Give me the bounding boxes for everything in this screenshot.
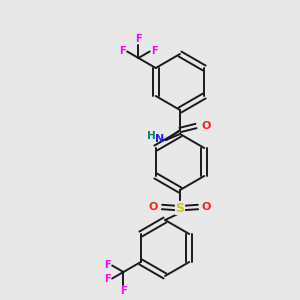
Text: F: F xyxy=(135,34,142,44)
Text: F: F xyxy=(151,46,157,56)
Text: O: O xyxy=(202,202,211,212)
Text: F: F xyxy=(104,274,111,284)
Text: F: F xyxy=(119,46,126,56)
Text: F: F xyxy=(120,286,127,296)
Text: O: O xyxy=(148,202,158,212)
Text: S: S xyxy=(176,202,184,214)
Text: F: F xyxy=(104,260,111,271)
Text: H: H xyxy=(147,131,156,141)
Text: O: O xyxy=(201,121,210,131)
Text: N: N xyxy=(155,134,164,144)
